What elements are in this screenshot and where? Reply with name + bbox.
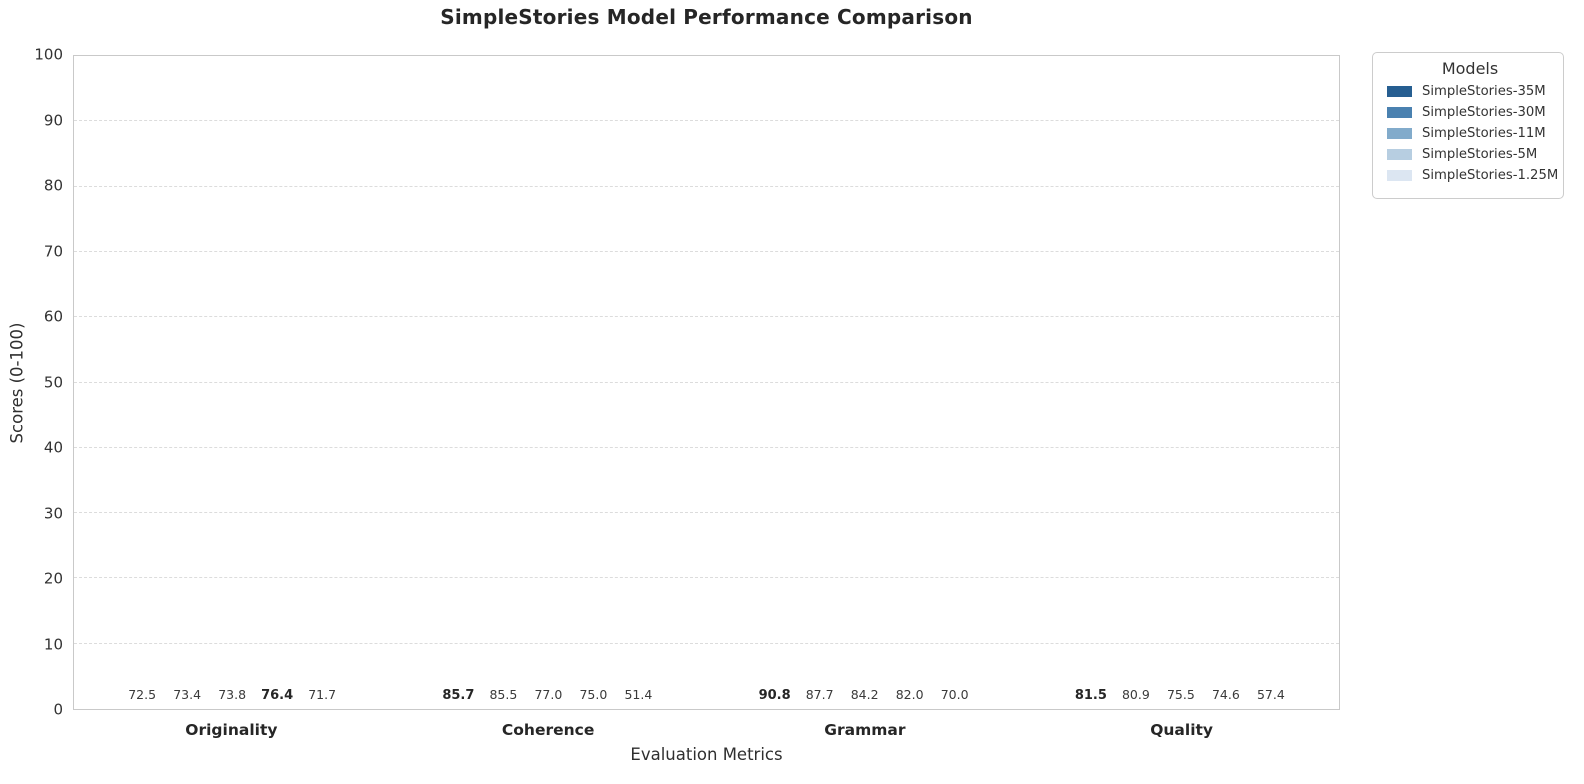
- legend-item-label: SimpleStories-35M: [1422, 84, 1546, 99]
- bar-value-label: 90.8: [758, 688, 791, 703]
- bar-value-label: 87.7: [805, 687, 834, 702]
- legend-swatch: [1387, 86, 1412, 97]
- y-tick-80: 80: [43, 176, 63, 195]
- y-tick-50: 50: [43, 373, 63, 391]
- x-tick-grammar: Grammar: [824, 721, 906, 739]
- plot-area: 72.5 73.4 73.8 76.4 71.7 85.7 85.5 77.0 75.0 51.4…: [73, 55, 1340, 710]
- gridline-70: [74, 250, 1339, 252]
- gridline-40: [74, 446, 1339, 448]
- gridline-30: [74, 512, 1339, 514]
- legend-item-label: SimpleStories-5M: [1422, 147, 1538, 162]
- x-tick-originality: Originality: [185, 721, 278, 739]
- gridline-60: [74, 316, 1339, 318]
- x-tick-coherence: Coherence: [501, 721, 595, 739]
- x-axis-label: Evaluation Metrics: [630, 745, 783, 764]
- y-tick-30: 30: [43, 504, 63, 522]
- bar-value-label: 84.2: [850, 687, 879, 702]
- legend-item-label: SimpleStories-11M: [1422, 126, 1546, 141]
- x-tick-quality: Quality: [1150, 721, 1214, 739]
- bar-value-label: 51.4: [624, 687, 653, 702]
- chart-title: SimpleStories Model Performance Comparis…: [440, 5, 973, 29]
- legend-items: SimpleStories-35M SimpleStories-30M Simple…: [1387, 84, 1558, 183]
- y-tick-60: 60: [43, 307, 63, 326]
- bar-value-label: 77.0: [534, 687, 563, 702]
- y-tick-0: 0: [53, 700, 63, 719]
- legend-title: Models: [1441, 59, 1499, 78]
- y-tick-10: 10: [43, 635, 63, 653]
- bar-value-label: 72.5: [128, 687, 157, 702]
- y-tick-90: 90: [43, 111, 63, 129]
- bar-value-label: 76.4: [261, 688, 294, 703]
- bar-value-label: 81.5: [1074, 688, 1107, 703]
- bar-value-label: 85.5: [489, 687, 518, 702]
- bar-value-label: 73.4: [173, 687, 202, 702]
- bar-value-label: 70.0: [940, 687, 969, 702]
- legend-swatch: [1387, 170, 1412, 181]
- legend-item-simplestories-1.25m: SimpleStories-1.25M: [1387, 168, 1558, 183]
- bar-value-label: 85.7: [442, 688, 475, 703]
- bar-value-label: 57.4: [1256, 687, 1285, 702]
- gridline-10: [74, 642, 1339, 644]
- gridline-50: [74, 381, 1339, 383]
- bar-value-label: 75.0: [579, 687, 608, 702]
- bar-value-label: 75.5: [1166, 687, 1195, 702]
- gridline-20: [74, 577, 1339, 579]
- gridline-80: [74, 185, 1339, 187]
- y-tick-100: 100: [34, 45, 63, 64]
- bar-value-label: 71.7: [308, 687, 337, 702]
- legend: Models SimpleStories-35M SimpleStories-30…: [1372, 52, 1564, 199]
- legend-item-simplestories-30m: SimpleStories-30M: [1387, 105, 1553, 120]
- legend-item-simplestories-5m: SimpleStories-5M: [1387, 147, 1553, 162]
- legend-item-label: SimpleStories-30M: [1422, 105, 1546, 120]
- bar-value-label: 80.9: [1121, 687, 1150, 702]
- legend-swatch: [1387, 107, 1412, 118]
- bar-value-label: 73.8: [218, 687, 247, 702]
- bar-value-label: 74.6: [1211, 687, 1240, 702]
- legend-swatch: [1387, 128, 1412, 139]
- legend-item-label: SimpleStories-1.25M: [1422, 168, 1559, 183]
- legend-item-simplestories-11m: SimpleStories-11M: [1387, 126, 1553, 141]
- legend-swatch: [1387, 149, 1412, 160]
- legend-item-simplestories-35m: SimpleStories-35M: [1387, 84, 1553, 99]
- y-tick-70: 70: [43, 242, 63, 260]
- gridline-90: [74, 120, 1339, 122]
- bar-value-label: 82.0: [895, 687, 924, 702]
- y-tick-20: 20: [43, 569, 63, 588]
- y-tick-40: 40: [43, 438, 63, 457]
